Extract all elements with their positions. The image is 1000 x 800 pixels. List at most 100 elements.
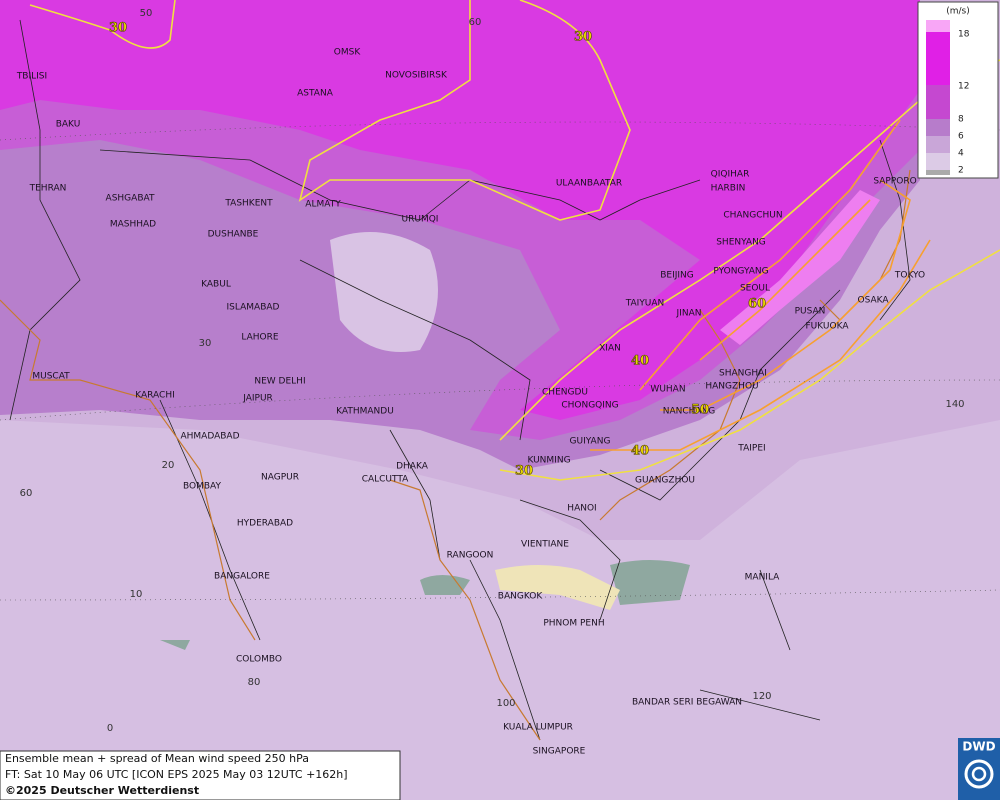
city-label: KABUL: [201, 280, 231, 290]
city-label: CHENGDU: [542, 388, 588, 398]
city-label: BANGALORE: [214, 572, 270, 582]
legend-swatch: [926, 136, 950, 153]
legend-swatch: [926, 119, 950, 136]
city-label: HYDERABAD: [237, 519, 293, 529]
logo-swirl: [971, 766, 987, 782]
city-label: OMSK: [334, 48, 362, 58]
contour-label: 50: [691, 403, 709, 418]
city-label: QIQIHAR: [711, 170, 750, 180]
city-label: SHENYANG: [716, 238, 766, 248]
graticule-label: 60: [20, 488, 33, 499]
city-label: BAKU: [56, 120, 81, 130]
city-label: ULAANBAATAR: [556, 179, 622, 189]
city-label: TAIPEI: [737, 444, 765, 454]
graticule-label: 100: [496, 698, 515, 709]
city-label: TBILISI: [16, 72, 47, 82]
caption-box: [0, 750, 401, 800]
legend-tick-label: 8: [958, 115, 964, 125]
legend-tick-label: 2: [958, 166, 964, 176]
city-label: WUHAN: [650, 385, 685, 395]
city-label: PYONGYANG: [713, 267, 768, 277]
copyright: ©2025 Deutscher Wetterdienst: [5, 784, 199, 797]
legend-tick-label: 6: [958, 132, 964, 142]
city-label: DUSHANBE: [208, 230, 259, 240]
city-label: KATHMANDU: [336, 407, 394, 417]
city-label: HARBIN: [711, 184, 746, 194]
city-label: BANDAR SERI BEGAWAN: [632, 698, 742, 708]
city-label: SINGAPORE: [533, 747, 586, 757]
city-label: CALCUTTA: [362, 475, 409, 485]
contour-label: 40: [631, 444, 649, 459]
coastlines: [0, 169, 911, 741]
logo-swirl: [964, 759, 994, 789]
city-label: ALMATY: [305, 200, 341, 210]
city-label: NANCHANG: [663, 407, 716, 417]
city-label: BANGKOK: [498, 592, 544, 602]
city-label: URUMQI: [402, 215, 439, 225]
legend-tick-label: 4: [958, 149, 964, 159]
very-low-wind: [160, 560, 690, 650]
city-label: XIAN: [599, 344, 621, 354]
city-label: KARACHI: [135, 391, 175, 401]
legend-tick-label: 12: [958, 82, 969, 92]
city-label: HANOI: [567, 504, 596, 514]
city-label: BEIJING: [660, 271, 694, 281]
logo-text: DWD: [962, 740, 995, 754]
wind-field-weak: [0, 420, 1000, 800]
city-label: HANGZHOU: [705, 382, 758, 392]
lowest-wind: [495, 565, 620, 610]
legend-tick-label: 18: [958, 30, 970, 40]
graticule-label: 120: [752, 691, 771, 702]
city-label: ASTANA: [297, 89, 334, 99]
city-label: MASHHAD: [110, 220, 156, 230]
graticule-label: 10: [130, 589, 143, 600]
graticule-label: 30: [199, 338, 212, 349]
legend-swatch: [926, 170, 950, 175]
contour-label: 30: [109, 21, 127, 36]
city-label: TOKYO: [894, 271, 925, 281]
city-label: VIENTIANE: [521, 540, 569, 550]
graticule: [0, 121, 1000, 601]
caption-forecast-time: FT: Sat 10 May 06 UTC [ICON EPS 2025 May…: [5, 768, 348, 781]
city-label: JINAN: [676, 309, 702, 319]
city-label: PHNOM PENH: [543, 619, 604, 629]
legend-swatch: [926, 32, 950, 85]
city-label: SEOUL: [740, 284, 770, 294]
calm-zone: [330, 232, 438, 352]
dwd-logo: [958, 738, 1000, 800]
graticule-label: 50: [140, 8, 153, 19]
graticule-label: 20: [162, 460, 175, 471]
city-label: NEW DELHI: [254, 377, 305, 387]
legend-swatch: [926, 20, 950, 32]
legend: [917, 1, 999, 179]
city-label: SAPPORO: [873, 177, 916, 187]
city-label: RANGOON: [447, 551, 494, 561]
graticule-label: 0: [107, 723, 113, 734]
city-label: CHANGCHUN: [723, 211, 782, 221]
contour-label: 40: [631, 354, 649, 369]
graticule-label: 60: [469, 17, 482, 28]
city-label: MUSCAT: [32, 372, 70, 382]
borders: [9, 19, 911, 741]
city-label: CHONGQING: [561, 401, 618, 411]
city-label: NAGPUR: [261, 473, 299, 483]
contours-40-60: [590, 119, 931, 451]
city-label: OSAKA: [857, 296, 889, 306]
city-label: ISLAMABAD: [227, 303, 280, 313]
city-label: AHMADABAD: [180, 432, 239, 442]
legend-swatch: [926, 153, 950, 170]
caption-title: Ensemble mean + spread of Mean wind spee…: [5, 752, 309, 765]
wind-field-very-strong: [0, 0, 920, 420]
city-label: MANILA: [745, 573, 781, 583]
legend-swatch: [926, 85, 950, 119]
city-label: KUNMING: [527, 456, 570, 466]
city-label: PUSAN: [795, 307, 826, 317]
city-label: BOMBAY: [183, 482, 221, 492]
city-label: TAIYUAN: [625, 299, 665, 309]
city-label: GUANGZHOU: [635, 476, 695, 486]
city-label: KUALA LUMPUR: [503, 723, 573, 733]
city-label: ASHGABAT: [106, 194, 155, 204]
city-label: NOVOSIBIRSK: [385, 71, 448, 81]
contour-label: 30: [574, 30, 592, 45]
